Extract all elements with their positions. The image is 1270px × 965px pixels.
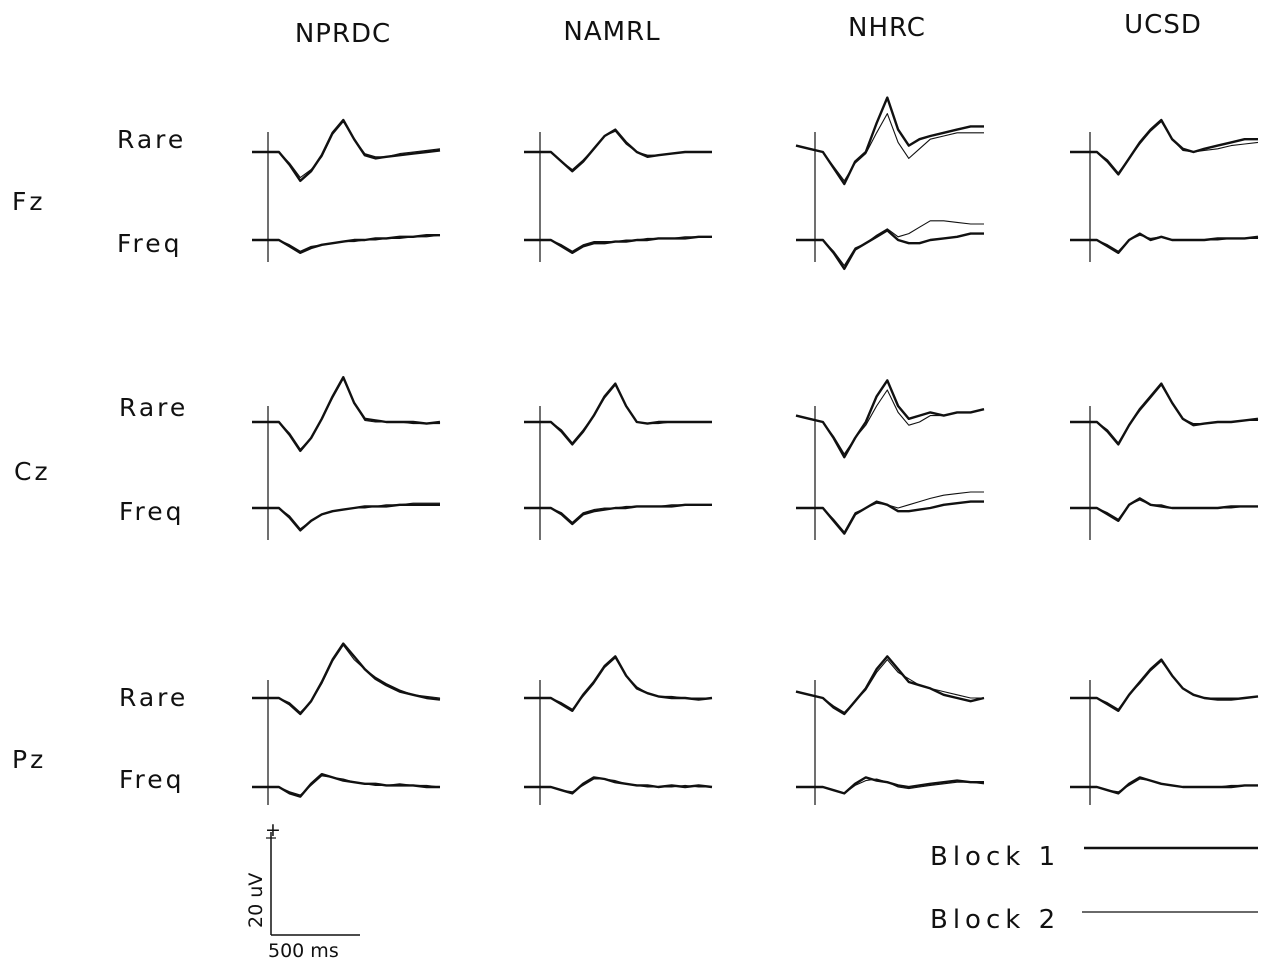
erp-trace-namrl-pz-freq-block2 [524,778,712,793]
scale-bar: + 20 uV 500 ms [245,819,360,962]
column-title-namrl: NAMRL [563,17,660,47]
erp-trace-nprdc-pz-freq-block1 [252,773,440,798]
condition-label-cz-freq: Freq [119,497,185,526]
condition-label-fz-freq: Freq [117,229,183,258]
column-title-nprdc: NPRDC [295,19,391,49]
erp-trace-nhrc-cz-freq-block2 [796,491,984,533]
condition-label-pz-rare: Rare [119,683,188,712]
erp-trace-nhrc-pz-rare-block1 [795,655,985,716]
erp-trace-nhrc-fz-rare-block1 [795,96,984,186]
legend-label-block1: Block 1 [930,842,1060,872]
column-title-ucsd: UCSD [1124,10,1202,40]
waveform-layer [252,96,1259,805]
erp-trace-namrl-cz-rare-block1 [524,382,712,446]
erp-trace-nhrc-fz-freq-block1 [796,229,984,270]
scale-amplitude-label: 20 uV [245,873,267,928]
erp-trace-ucsd-fz-rare-block1 [1070,118,1258,176]
erp-trace-ucsd-cz-rare-block1 [1070,382,1259,446]
erp-trace-namrl-fz-rare-block2 [524,130,712,171]
erp-trace-nhrc-pz-freq-block1 [796,776,984,795]
erp-trace-namrl-pz-rare-block1 [524,655,713,712]
erp-trace-nhrc-cz-rare-block1 [795,379,985,459]
erp-trace-ucsd-fz-freq-block1 [1070,232,1259,254]
erp-trace-nprdc-cz-rare-block2 [252,378,440,450]
electrode-label-fz: Fz [12,187,46,216]
legend-label-block2: Block 2 [930,905,1060,935]
erp-trace-namrl-pz-rare-block2 [524,657,712,710]
erp-trace-ucsd-cz-rare-block2 [1070,384,1258,444]
erp-trace-nprdc-cz-rare-block1 [252,376,441,452]
erp-trace-namrl-fz-freq-block1 [524,235,712,254]
scale-time-label: 500 ms [268,940,339,962]
erp-trace-nhrc-fz-rare-block2 [795,113,984,182]
erp-trace-nprdc-fz-freq-block1 [252,234,440,254]
electrode-label-cz: Cz [14,457,51,486]
erp-trace-ucsd-fz-rare-block2 [1070,121,1259,174]
erp-trace-namrl-fz-rare-block1 [524,128,712,173]
erp-trace-namrl-cz-rare-block2 [524,384,712,444]
condition-label-pz-freq: Freq [119,765,185,794]
erp-trace-nprdc-pz-rare-block1 [252,642,441,716]
electrode-label-pz: Pz [12,745,46,774]
erp-trace-nhrc-pz-rare-block2 [795,659,984,713]
legend: Block 1 Block 2 [930,842,1258,935]
scale-polarity: + [265,819,281,841]
erp-trace-ucsd-pz-rare-block2 [1070,660,1259,710]
erp-trace-namrl-pz-freq-block1 [524,776,713,795]
condition-label-cz-rare: Rare [119,393,188,422]
column-title-nhrc: NHRC [848,13,926,43]
erp-trace-nprdc-pz-rare-block2 [252,644,441,713]
erp-trace-nprdc-cz-freq-block2 [252,502,440,530]
erp-trace-nprdc-fz-rare-block2 [252,121,441,179]
erp-trace-ucsd-pz-freq-block1 [1070,776,1258,795]
erp-trace-namrl-cz-freq-block1 [524,503,712,526]
erp-trace-ucsd-cz-freq-block1 [1070,497,1258,522]
erp-trace-nprdc-fz-rare-block1 [252,118,441,182]
erp-trace-nprdc-cz-freq-block1 [252,503,440,532]
condition-label-fz-rare: Rare [117,125,186,154]
erp-trace-ucsd-pz-rare-block1 [1070,658,1259,712]
erp-trace-nhrc-cz-freq-block1 [796,500,984,535]
